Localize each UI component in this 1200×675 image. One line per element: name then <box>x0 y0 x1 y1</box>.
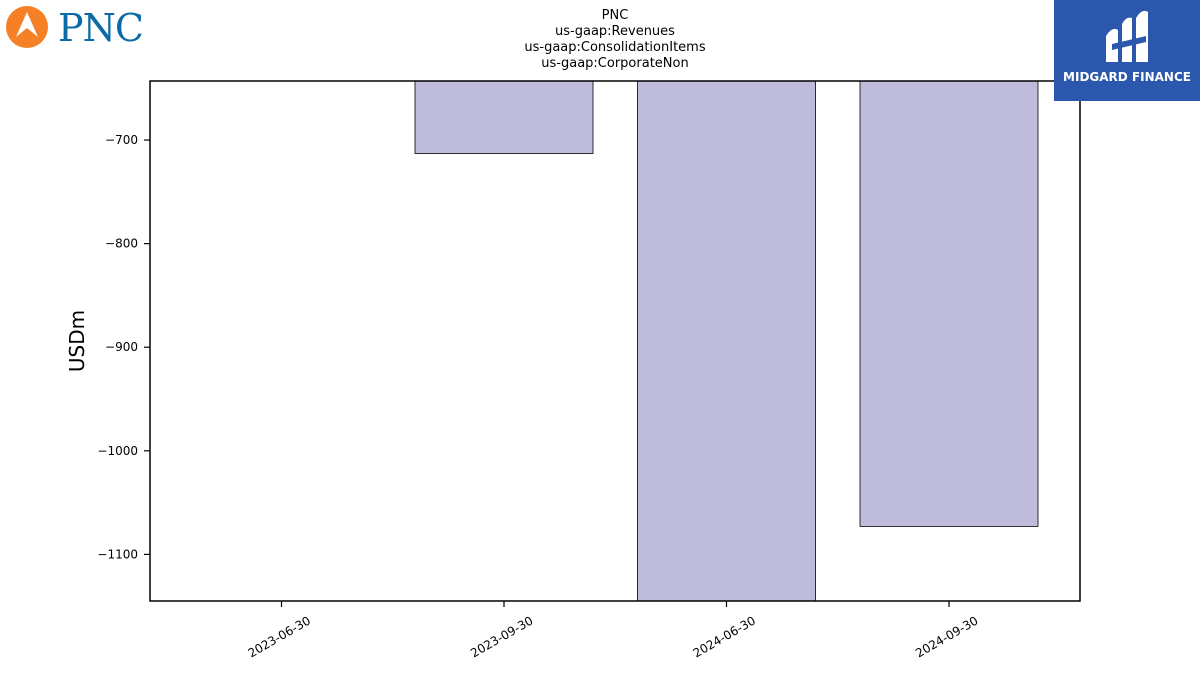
y-tick-label: −800 <box>105 237 138 251</box>
midgard-logo-icon <box>1106 10 1148 63</box>
midgard-finance-logo: MIDGARD FINANCE <box>1054 0 1200 101</box>
pnc-logo-text: PNC <box>58 6 144 50</box>
plot-frame <box>149 80 1081 602</box>
y-tick-label: −900 <box>105 340 138 354</box>
y-tick-label: −1000 <box>97 444 138 458</box>
chart-title-line-1: PNC <box>601 8 629 23</box>
chart-title-line-4: us-gaap:CorporateNon <box>541 56 689 71</box>
midgard-logo-text: MIDGARD FINANCE <box>1063 70 1191 84</box>
y-axis-label: USDm <box>65 310 89 372</box>
pnc-logo-icon <box>6 6 48 48</box>
chart-title-line-3: us-gaap:ConsolidationItems <box>524 40 706 55</box>
bar-2024-09-30 <box>859 80 1039 527</box>
x-tick-label: 2024-06-30 <box>691 613 758 660</box>
y-tick-label: −700 <box>105 133 138 147</box>
chart-title-line-2: us-gaap:Revenues <box>555 24 675 39</box>
bar-2024-06-30 <box>637 80 816 602</box>
y-tick-label: −1100 <box>97 547 138 561</box>
x-tick-label: 2024-09-30 <box>913 613 980 660</box>
pnc-logo: PNC <box>4 4 154 50</box>
x-tick-label: 2023-06-30 <box>246 613 313 660</box>
x-tick-label: 2023-09-30 <box>468 613 535 660</box>
bar-2023-09-30 <box>414 80 594 154</box>
